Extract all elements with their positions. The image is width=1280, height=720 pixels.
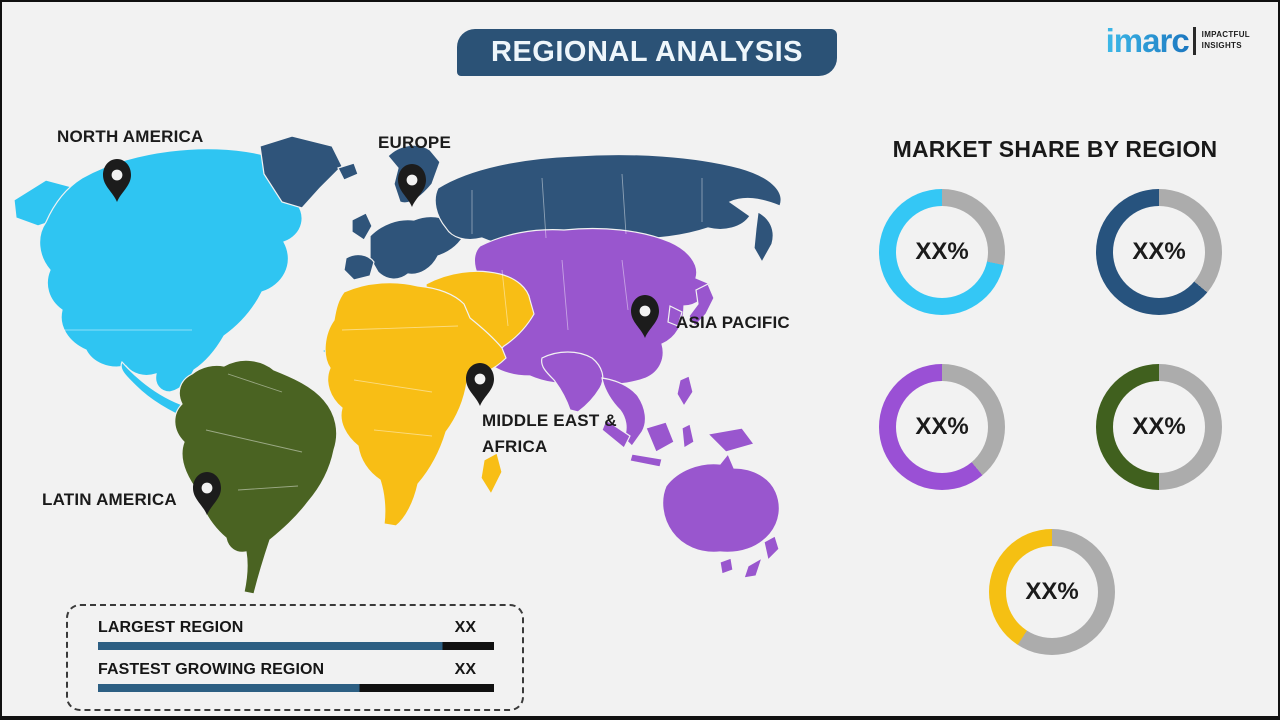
largest-region-row: LARGEST REGION XX bbox=[98, 619, 494, 650]
map-region-asia-pacific bbox=[470, 227, 780, 579]
donut-value: XX% bbox=[1025, 578, 1079, 605]
map-pin-middle-east-africa bbox=[466, 363, 494, 406]
title-banner: REGIONAL ANALYSIS bbox=[457, 29, 837, 76]
fastest-growing-region-bar bbox=[98, 684, 494, 692]
country-borders bbox=[64, 173, 703, 491]
fastest-growing-region-label: FASTEST GROWING REGION bbox=[98, 661, 325, 678]
label-asia-pacific: ASIA PACIFIC bbox=[676, 313, 790, 332]
donut-value: XX% bbox=[915, 238, 969, 265]
map-region-middle-east-africa bbox=[324, 270, 535, 527]
largest-region-label: LARGEST REGION bbox=[98, 619, 244, 636]
donut-chart-north-america: XX% bbox=[879, 189, 1005, 315]
map-pin-latin-america bbox=[193, 472, 221, 515]
page-title: REGIONAL ANALYSIS bbox=[491, 36, 803, 68]
map-pin-asia-pacific bbox=[631, 295, 659, 338]
map-region-latin-america bbox=[174, 359, 338, 595]
fastest-growing-region-row: FASTEST GROWING REGION XX bbox=[98, 661, 494, 692]
logo-tagline: IMPACTFUL INSIGHTS bbox=[1201, 30, 1250, 50]
label-middle-east-africa: MIDDLE EAST & AFRICA bbox=[482, 411, 617, 456]
label-europe: EUROPE bbox=[378, 133, 451, 152]
world-map bbox=[13, 135, 782, 595]
donut-value: XX% bbox=[1132, 238, 1186, 265]
imarc-logo: imarc IMPACTFUL INSIGHTS bbox=[1106, 24, 1250, 57]
map-pin-north-america bbox=[103, 159, 131, 202]
map-pins bbox=[103, 159, 659, 515]
label-north-america: NORTH AMERICA bbox=[57, 127, 204, 146]
region-callout-box: LARGEST REGION XX FASTEST GROWING REGION… bbox=[66, 604, 524, 711]
fastest-growing-region-value: XX bbox=[454, 661, 476, 678]
donut-chart-asia-pacific: XX% bbox=[879, 364, 1005, 490]
label-latin-america: LATIN AMERICA bbox=[42, 490, 177, 509]
donut-chart-europe: XX% bbox=[1096, 189, 1222, 315]
donut-value: XX% bbox=[1132, 413, 1186, 440]
imarc-logo-wordmark: imarc bbox=[1105, 22, 1190, 59]
donut-chart-middle-east-africa: XX% bbox=[989, 529, 1115, 655]
donut-value: XX% bbox=[915, 413, 969, 440]
donut-chart-latin-america: XX% bbox=[1096, 364, 1222, 490]
panel-title: MARKET SHARE BY REGION bbox=[892, 136, 1218, 162]
largest-region-value: XX bbox=[454, 619, 476, 636]
largest-region-bar bbox=[98, 642, 494, 650]
logo-divider bbox=[1192, 26, 1196, 55]
map-pin-europe bbox=[398, 164, 426, 207]
